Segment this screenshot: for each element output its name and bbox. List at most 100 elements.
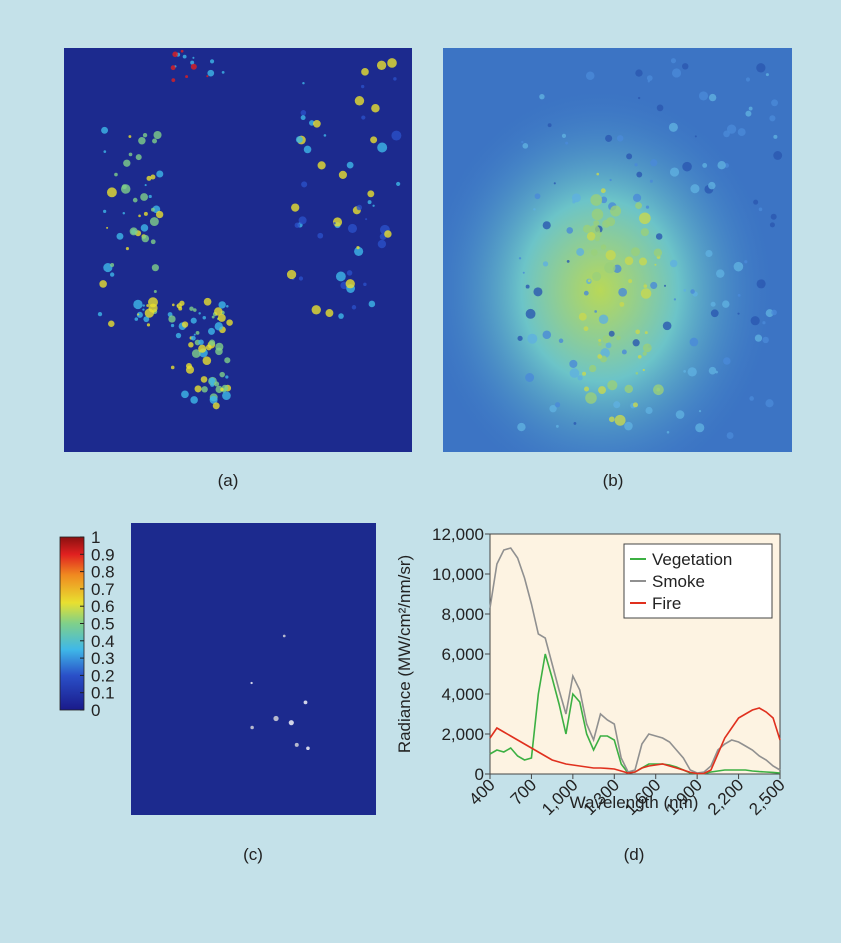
- map-pixel: [749, 396, 754, 401]
- map-pixel: [656, 387, 661, 392]
- map-pixel: [150, 239, 156, 245]
- map-pixel: [317, 232, 324, 239]
- map-pixel: [209, 395, 218, 404]
- map-pixel: [585, 392, 597, 404]
- map-pixel: [588, 364, 597, 373]
- map-pixel: [582, 371, 587, 376]
- map-pixel: [687, 367, 697, 377]
- map-pixel: [142, 133, 148, 138]
- map-pixel: [219, 371, 225, 378]
- map-pixel: [525, 284, 530, 289]
- map-pixel: [715, 370, 718, 374]
- map-pixel: [770, 213, 777, 220]
- map-pixel: [716, 269, 725, 278]
- map-pixel: [175, 332, 182, 339]
- map-pixel: [396, 181, 401, 187]
- map-pixel: [618, 287, 628, 297]
- map-pixel: [668, 122, 678, 132]
- map-pixel: [148, 297, 158, 308]
- map-pixel: [682, 161, 692, 172]
- map-pixel: [185, 75, 189, 79]
- map-pixel: [586, 232, 596, 241]
- map-pixel: [294, 742, 299, 747]
- map-pixel: [129, 227, 138, 236]
- map-pixel: [282, 634, 286, 638]
- map-pixel: [698, 410, 702, 413]
- colorbar-tick-label: 0: [91, 701, 100, 720]
- map-pixel: [370, 136, 378, 144]
- map-pixel: [188, 342, 194, 348]
- legend-label: Fire: [652, 594, 681, 613]
- map-pixel: [602, 335, 611, 344]
- map-pixel: [669, 167, 680, 177]
- map-pixel: [351, 305, 357, 310]
- map-pixel: [332, 217, 343, 227]
- map-pixel: [338, 170, 347, 179]
- map-pixel: [103, 263, 113, 273]
- series-line: [489, 547, 781, 774]
- map-pixel: [138, 214, 141, 218]
- map-pixel: [690, 184, 700, 194]
- map-pixel: [303, 700, 308, 705]
- map-pixel: [215, 347, 223, 356]
- map-pixel: [521, 140, 524, 144]
- map-pixel: [367, 200, 372, 205]
- map-pixel: [669, 259, 678, 268]
- map-pixel: [323, 134, 327, 137]
- map-pixel: [619, 301, 625, 307]
- colorbar-tick-label: 0.6: [91, 597, 115, 616]
- map-pixel: [210, 382, 215, 387]
- map-pixel: [368, 300, 376, 308]
- map-pixel: [346, 270, 353, 276]
- map-pixel: [655, 233, 663, 240]
- map-pixel: [110, 263, 115, 267]
- legend-box: [623, 543, 773, 619]
- map-pixel: [338, 313, 344, 319]
- map-pixel: [769, 222, 775, 228]
- map-pixel: [212, 402, 220, 410]
- map-pixel: [149, 217, 159, 227]
- map-pixel: [298, 216, 307, 225]
- map-pixel: [577, 375, 583, 381]
- map-pixel: [205, 344, 212, 351]
- map-pixel: [702, 163, 708, 168]
- colorbar-tick-label: 0.1: [91, 684, 115, 703]
- map-pixel: [708, 93, 717, 102]
- map-pixel: [325, 309, 334, 317]
- map-pixel: [762, 321, 766, 325]
- map-pixel: [673, 298, 677, 301]
- map-pixel: [549, 404, 557, 413]
- y-tick-label: 2,000: [441, 725, 484, 744]
- y-tick-label: 0: [475, 765, 484, 784]
- map-pixel: [590, 249, 598, 256]
- map-pixel: [542, 330, 552, 340]
- map-pixel: [214, 307, 223, 316]
- map-pixel: [226, 304, 229, 308]
- map-pixel: [744, 260, 748, 264]
- map-pixel: [214, 322, 223, 331]
- map-pixel: [361, 115, 366, 120]
- map-pixel: [569, 368, 580, 378]
- map-pixel: [108, 320, 115, 328]
- map-pixel: [723, 357, 731, 365]
- map-pixel: [632, 402, 638, 408]
- map-pixel: [566, 259, 570, 263]
- map-pixel: [99, 280, 107, 288]
- map-pixel: [769, 115, 776, 122]
- map-pixel: [630, 247, 640, 257]
- map-pixel: [554, 402, 561, 408]
- map-pixel: [200, 376, 208, 383]
- map-pixel: [573, 422, 577, 425]
- map-pixel: [182, 54, 187, 59]
- map-pixel: [347, 223, 358, 234]
- colorbar-tick-label: 0.7: [91, 580, 115, 599]
- map-pixel: [365, 218, 368, 221]
- map-pixel: [209, 59, 215, 64]
- map-pixel: [671, 68, 682, 78]
- map-pixel: [172, 51, 178, 58]
- map-pixel: [217, 313, 226, 322]
- map-pixel: [594, 310, 597, 313]
- map-pixel: [745, 77, 751, 82]
- map-pixel: [302, 81, 305, 85]
